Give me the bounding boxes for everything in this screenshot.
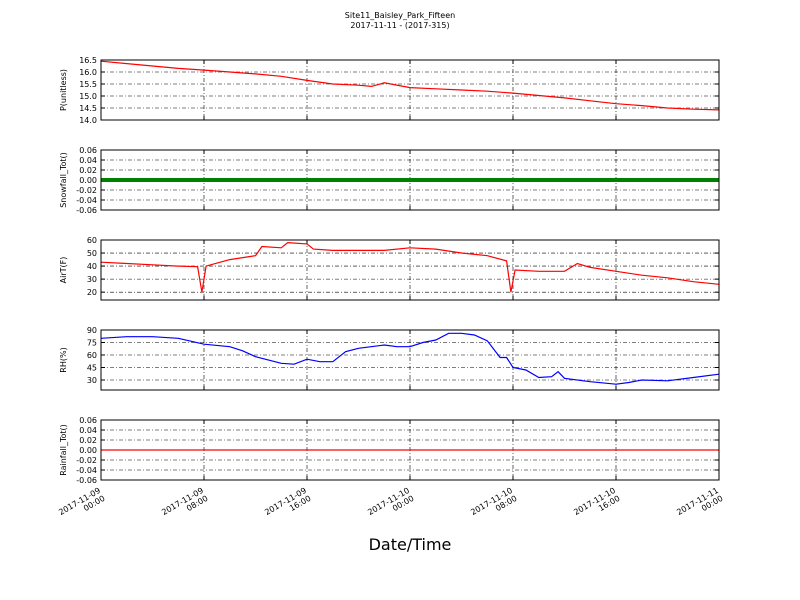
- y-tick-label: 0.04: [79, 426, 97, 435]
- x-tick-label: 2017-11-1100:00: [675, 486, 724, 525]
- y-tick-label: 0.02: [79, 436, 97, 445]
- y-tick-label: 0.04: [79, 156, 97, 165]
- x-axis-label: Date/Time: [369, 535, 452, 554]
- y-tick-label: 0.02: [79, 166, 97, 175]
- y-tick-label: 16.0: [79, 68, 97, 77]
- y-tick-label: 60: [87, 351, 97, 360]
- plot-frame: [100, 329, 720, 391]
- x-tick-label: 2017-11-0908:00: [160, 486, 209, 525]
- y-tick-label: -0.04: [76, 196, 97, 205]
- y-tick-label: 60: [87, 236, 97, 245]
- y-tick-label: 14.0: [79, 116, 97, 125]
- data-line: [100, 332, 720, 385]
- chart-title: Site11_Baisley_Park_Fifteen: [345, 11, 455, 20]
- plot-frame: [100, 239, 720, 301]
- y-axis-label: AirT(F): [59, 257, 68, 284]
- y-tick-label: 20: [87, 288, 97, 297]
- data-line: [100, 241, 720, 293]
- plot-frame: [100, 149, 720, 211]
- y-tick-label: 0.00: [79, 446, 97, 455]
- y-tick-label: -0.06: [76, 476, 97, 485]
- y-tick-label: 14.5: [79, 104, 97, 113]
- x-tick-label: 2017-11-0916:00: [263, 486, 312, 525]
- y-axis-label: RH(%): [59, 347, 68, 372]
- y-tick-label: -0.06: [76, 206, 97, 215]
- x-tick-label: 2017-11-0900:00: [57, 486, 106, 525]
- plot-frame: [100, 59, 720, 121]
- y-tick-label: -0.04: [76, 466, 97, 475]
- data-line: [100, 60, 720, 111]
- y-axis-label: P(unitless): [59, 69, 68, 111]
- plot-frame: [100, 419, 720, 481]
- y-tick-label: 45: [87, 364, 97, 373]
- y-tick-label: 30: [87, 275, 97, 284]
- y-tick-label: -0.02: [76, 186, 97, 195]
- y-tick-label: 40: [87, 262, 97, 271]
- x-tick-label: 2017-11-1000:00: [366, 486, 415, 525]
- y-tick-label: 90: [87, 326, 97, 335]
- y-tick-label: 0.06: [79, 416, 97, 425]
- y-tick-label: 0.06: [79, 146, 97, 155]
- x-tick-label: 2017-11-1016:00: [572, 486, 621, 525]
- y-tick-label: 16.5: [79, 56, 97, 65]
- y-tick-label: 30: [87, 376, 97, 385]
- y-tick-label: -0.02: [76, 456, 97, 465]
- y-axis-label: Snowfall_Tot(): [59, 152, 68, 208]
- chart-subtitle: 2017-11-11 - (2017-315): [350, 21, 449, 30]
- y-tick-label: 15.0: [79, 92, 97, 101]
- y-tick-label: 50: [87, 249, 97, 258]
- x-tick-label: 2017-11-1008:00: [469, 486, 518, 525]
- y-tick-label: 75: [87, 339, 97, 348]
- y-tick-label: 15.5: [79, 80, 97, 89]
- y-axis-label: Rainfall_Tot(): [59, 424, 68, 476]
- y-tick-label: 0.00: [79, 176, 97, 185]
